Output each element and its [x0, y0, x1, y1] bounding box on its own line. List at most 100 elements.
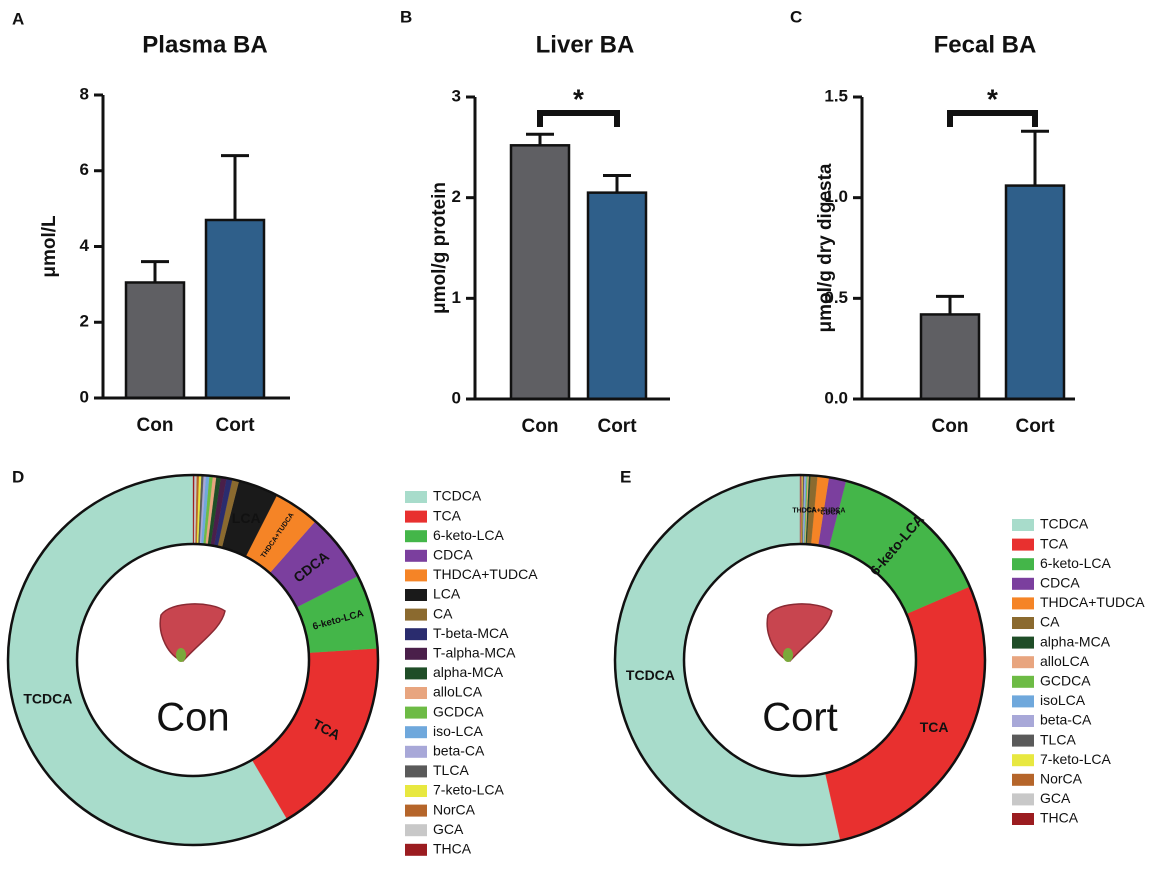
legend-label: TCA: [1040, 535, 1069, 551]
panel-letter: B: [400, 7, 412, 26]
legend-swatch: [1012, 597, 1034, 610]
x-tick-label: Con: [522, 416, 559, 437]
legend-label: TCA: [433, 507, 462, 523]
legend-swatch: [405, 628, 427, 641]
legend-swatch: [1012, 577, 1034, 590]
gallbladder-icon: [176, 648, 186, 662]
legend-label: TLCA: [1040, 731, 1076, 747]
bar: [124, 281, 186, 400]
chart-title: Fecal BA: [934, 31, 1037, 58]
legend-swatch: [405, 491, 427, 503]
liver-icon: [159, 603, 226, 662]
legend-swatch: [405, 804, 427, 817]
legend-swatch: [405, 647, 427, 660]
y-tick-label: 0: [452, 388, 461, 407]
legend-label: THCA: [433, 841, 472, 857]
legend-label: isoLCA: [1040, 692, 1086, 708]
legend-label: beta-CA: [433, 743, 485, 759]
significance-label: *: [987, 83, 998, 114]
legend-swatch: [1012, 793, 1034, 806]
legend-swatch: [1012, 636, 1034, 649]
legend-label: CDCA: [1040, 575, 1080, 591]
legend-label: TLCA: [433, 762, 469, 778]
legend-swatch: [405, 608, 427, 621]
bar: [204, 218, 266, 400]
y-tick-label: 2: [452, 187, 461, 206]
legend-label: 6-keto-LCA: [433, 527, 504, 543]
legend-swatch: [405, 687, 427, 699]
slice-label: LCA: [232, 510, 261, 526]
legend-label: T-beta-MCA: [433, 625, 509, 641]
legend-swatch: [405, 706, 427, 719]
legend-label: beta-CA: [1040, 712, 1092, 728]
legend-label: THCA: [1040, 810, 1079, 826]
x-tick-label: Cort: [1015, 416, 1055, 437]
y-tick-label: 6: [80, 160, 89, 179]
slice-label: TCDCA: [626, 667, 675, 683]
legend-label: alpha-MCA: [1040, 633, 1111, 649]
y-tick-label: 2: [80, 312, 89, 331]
chart-title: Liver BA: [536, 31, 635, 58]
y-tick-label: 0.5: [824, 288, 848, 307]
legend-swatch: [405, 745, 427, 758]
ring-outline: [613, 473, 987, 847]
panel-letter: A: [12, 9, 24, 28]
significance-label: *: [573, 83, 584, 114]
legend-swatch: [405, 589, 427, 601]
y-tick-label: 4: [80, 236, 90, 255]
legend-swatch: [1012, 754, 1034, 767]
legend-label: GCDCA: [433, 703, 484, 719]
bar: [919, 313, 981, 401]
legend-label: TCDCA: [433, 488, 482, 504]
y-tick-label: 8: [80, 84, 89, 103]
bar: [1004, 184, 1066, 401]
legend-swatch: [1012, 519, 1034, 531]
legend-label: CA: [1040, 614, 1060, 630]
legend-swatch: [1012, 773, 1034, 786]
legend-label: LCA: [433, 586, 461, 602]
center-label: Con: [156, 696, 229, 740]
legend-swatch: [405, 569, 427, 582]
center-hole: [682, 542, 918, 778]
slice-label: CA: [806, 507, 816, 514]
legend-label: CDCA: [433, 547, 473, 563]
panel-letter: E: [620, 467, 631, 486]
legend-swatch: [1012, 734, 1034, 747]
legend-swatch: [405, 510, 427, 523]
y-tick-label: 0.0: [824, 388, 848, 407]
legend-label: iso-LCA: [433, 723, 483, 739]
y-tick-label: 1: [452, 288, 461, 307]
y-tick-label: 3: [452, 86, 461, 105]
legend-swatch: [405, 726, 427, 739]
y-tick-label: 1.0: [824, 187, 848, 206]
x-tick-label: Con: [932, 416, 969, 437]
legend-swatch: [1012, 675, 1034, 688]
y-tick-label: 0: [80, 387, 89, 406]
legend-label: GCA: [1040, 790, 1071, 806]
y-axis-label: μmol/g protein: [429, 182, 450, 314]
legend-swatch: [405, 824, 427, 837]
center-hole: [75, 542, 311, 778]
y-axis-label: μmol/L: [39, 215, 60, 278]
legend-label: 6-keto-LCA: [1040, 555, 1111, 571]
x-tick-label: Cort: [597, 416, 637, 437]
legend-label: alloLCA: [1040, 653, 1090, 669]
y-tick-label: 1.5: [824, 86, 848, 105]
legend-swatch: [405, 843, 427, 856]
slice-label: CDCA: [820, 509, 840, 516]
legend-swatch: [1012, 695, 1034, 708]
legend-swatch: [1012, 813, 1034, 825]
legend-swatch: [1012, 715, 1034, 727]
y-axis-label: μmol/g dry digesta: [815, 163, 836, 332]
significance-bracket: [537, 110, 620, 127]
panel-letter: D: [12, 467, 24, 486]
legend-swatch: [1012, 538, 1034, 551]
legend-label: 7-keto-LCA: [433, 782, 504, 798]
legend-label: THDCA+TUDCA: [1040, 594, 1145, 610]
slice-label: TCDCA: [23, 690, 72, 706]
slice-label: TCA: [920, 719, 949, 735]
legend-label: CA: [433, 605, 453, 621]
legend-label: NorCA: [433, 801, 476, 817]
x-tick-label: Cort: [215, 415, 255, 436]
legend-label: GCDCA: [1040, 673, 1091, 689]
